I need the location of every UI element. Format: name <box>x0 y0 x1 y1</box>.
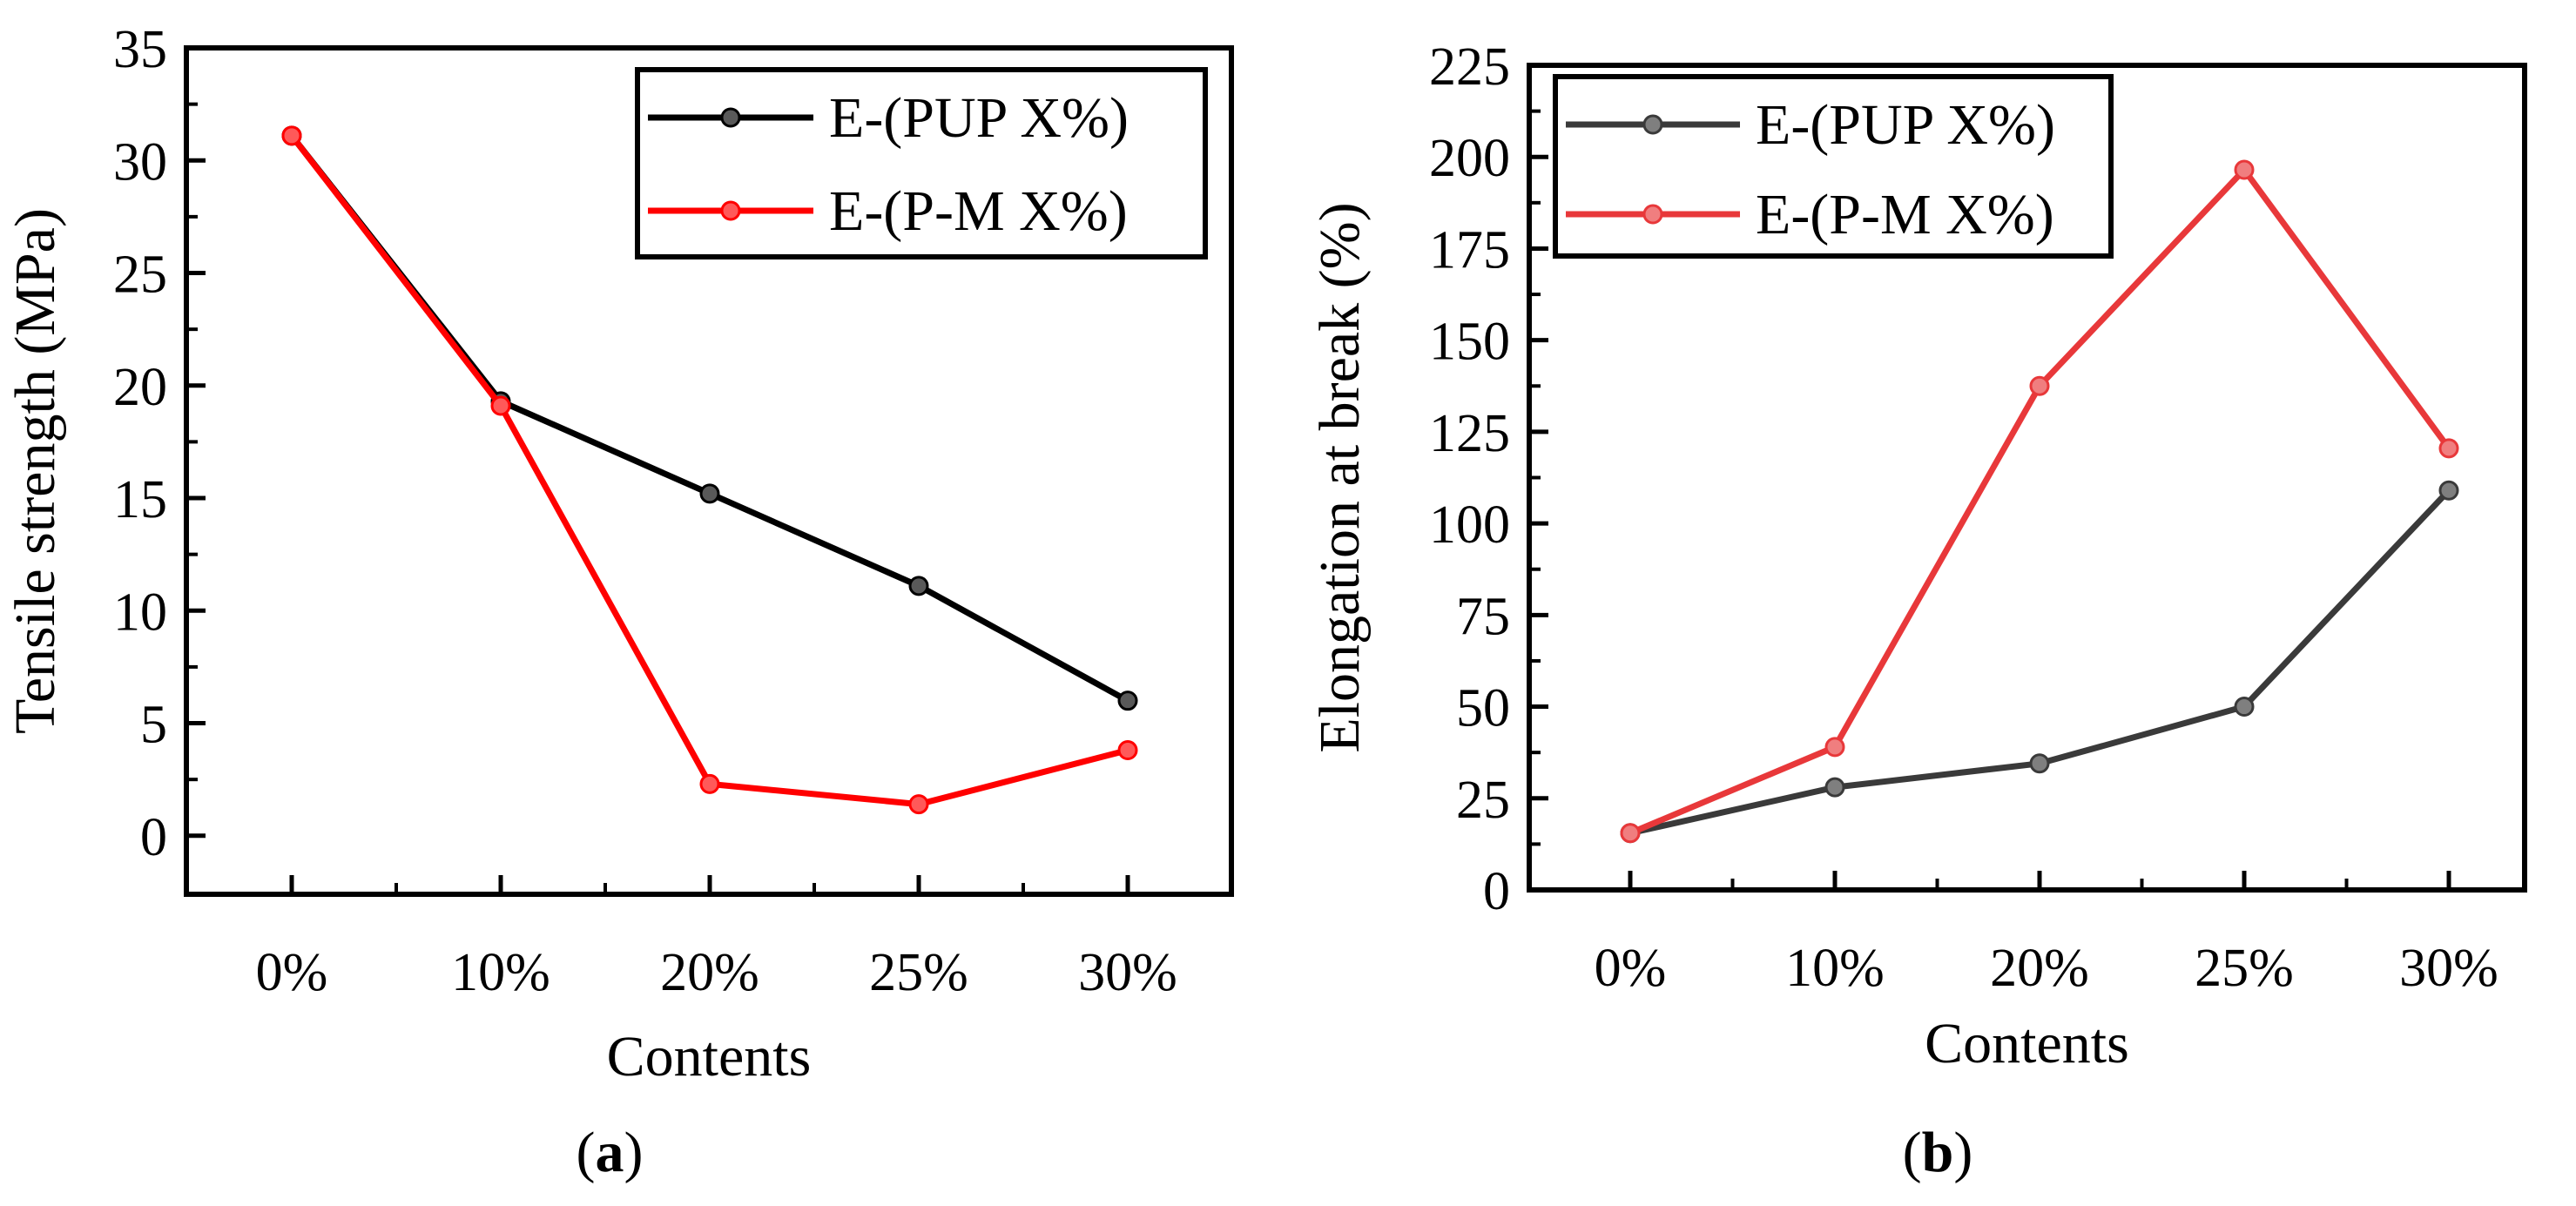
x-tick-label: 0% <box>1595 939 1667 998</box>
panel-b-line-chart: 0 25 50 75 100 125 150 175 200 225 0% 10% 20% 25% 30% E… <box>1308 37 2527 1184</box>
data-point-1 <box>2029 375 2050 396</box>
panel-label-close-paren: ) <box>1953 1121 1972 1184</box>
x-axis-label: Contents <box>607 1025 812 1088</box>
panel-label: (a) <box>577 1121 644 1184</box>
series-line-1 <box>1629 166 2451 836</box>
y-tick-label: 125 <box>1429 404 1510 463</box>
panel-label-letter: a <box>596 1121 624 1184</box>
data-point-0 <box>908 576 929 596</box>
data-point-1 <box>2438 438 2459 459</box>
y-tick-label: 15 <box>113 470 167 529</box>
y-tick-label: 0 <box>1483 862 1510 921</box>
data-point-1 <box>281 125 302 146</box>
legend-marker-0 <box>1642 114 1663 135</box>
data-point-0 <box>2234 697 2255 718</box>
legend-label-0: E-(PUP X%) <box>829 86 1129 150</box>
y-tick-label: 20 <box>113 358 167 417</box>
panel-label: (b) <box>1903 1121 1973 1184</box>
y-tick-label: 50 <box>1456 679 1510 738</box>
panel-label-letter: b <box>1922 1121 1954 1184</box>
data-point-0 <box>2438 480 2459 501</box>
x-tick-label: 20% <box>1990 939 2089 998</box>
x-tick-label: 30% <box>1078 943 1177 1002</box>
y-tick-label: 25 <box>113 246 167 305</box>
x-tick-label: 10% <box>451 943 550 1002</box>
legend-marker-1 <box>1642 204 1663 225</box>
y-tick-label: 25 <box>1456 771 1510 830</box>
panel-label-open-paren: ( <box>577 1121 596 1184</box>
y-axis-label: Elongation at break (%) <box>1308 202 1372 752</box>
legend-marker-1 <box>720 200 741 221</box>
data-point-1 <box>1117 740 1138 761</box>
x-tick-label: 30% <box>2399 939 2498 998</box>
legend-marker-0 <box>720 107 741 128</box>
data-point-1 <box>2234 159 2255 180</box>
panel-a-line-chart: 0 5 10 15 20 25 30 35 0% 10% 20% 25% 30% E-(PUP X%) E-… <box>3 20 1234 1184</box>
y-tick-label: 75 <box>1456 587 1510 646</box>
y-tick-label: 150 <box>1429 313 1510 372</box>
y-tick-label: 30 <box>113 132 167 192</box>
y-tick-label: 200 <box>1429 129 1510 188</box>
legend-box <box>1553 74 2114 259</box>
data-point-0 <box>1117 691 1138 711</box>
y-tick-label: 10 <box>113 583 167 642</box>
y-tick-label: 35 <box>113 20 167 79</box>
y-tick-label: 0 <box>140 808 167 867</box>
x-tick-label: 10% <box>1785 939 1885 998</box>
y-axis-label: Tensile strength (MPa) <box>3 208 67 734</box>
data-point-1 <box>490 395 511 416</box>
data-point-1 <box>1620 823 1641 844</box>
legend-label-1: E-(P-M X%) <box>1756 183 2054 246</box>
data-point-0 <box>699 483 720 504</box>
x-tick-label: 25% <box>869 943 968 1002</box>
data-point-1 <box>908 794 929 815</box>
y-tick-label: 225 <box>1429 37 1510 97</box>
x-tick-label: 0% <box>256 943 328 1002</box>
x-tick-label: 20% <box>660 943 759 1002</box>
legend-label-1: E-(P-M X%) <box>829 179 1128 243</box>
legend-box <box>635 67 1208 259</box>
data-point-0 <box>2029 753 2050 774</box>
panel-label-close-paren: ) <box>624 1121 644 1184</box>
y-tick-label: 100 <box>1429 495 1510 555</box>
plot-frame <box>184 45 1234 897</box>
y-tick-label: 175 <box>1429 220 1510 280</box>
data-point-0 <box>1824 777 1845 798</box>
plot-frame <box>1527 63 2527 893</box>
data-point-1 <box>699 773 720 794</box>
legend-label-0: E-(PUP X%) <box>1756 93 2055 157</box>
data-point-1 <box>1824 737 1845 758</box>
x-tick-label: 25% <box>2195 939 2294 998</box>
panel-label-open-paren: ( <box>1903 1121 1922 1184</box>
x-axis-label: Contents <box>1925 1012 2129 1075</box>
y-tick-label: 5 <box>140 696 167 755</box>
